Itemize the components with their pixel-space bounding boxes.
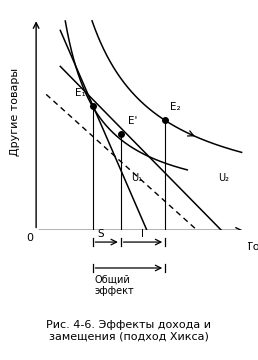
Text: E': E' xyxy=(128,116,138,126)
Text: X₂: X₂ xyxy=(159,242,171,252)
Text: Общий
эффект: Общий эффект xyxy=(94,274,134,296)
Text: X': X' xyxy=(116,242,126,252)
Text: Рис. 4-6. Эффекты дохода и
замещения (подход Хикса): Рис. 4-6. Эффекты дохода и замещения (по… xyxy=(46,320,212,342)
Text: I: I xyxy=(141,229,144,239)
Text: X₁: X₁ xyxy=(87,242,98,252)
Text: E₂: E₂ xyxy=(170,102,180,112)
Text: S: S xyxy=(98,229,104,239)
Text: U₁: U₁ xyxy=(131,174,142,183)
Text: U₂: U₂ xyxy=(218,174,229,183)
Text: E₁: E₁ xyxy=(75,89,86,98)
Text: 0: 0 xyxy=(27,233,34,243)
Text: Товар X: Товар X xyxy=(246,242,258,252)
Text: Другие товары: Другие товары xyxy=(10,68,20,156)
